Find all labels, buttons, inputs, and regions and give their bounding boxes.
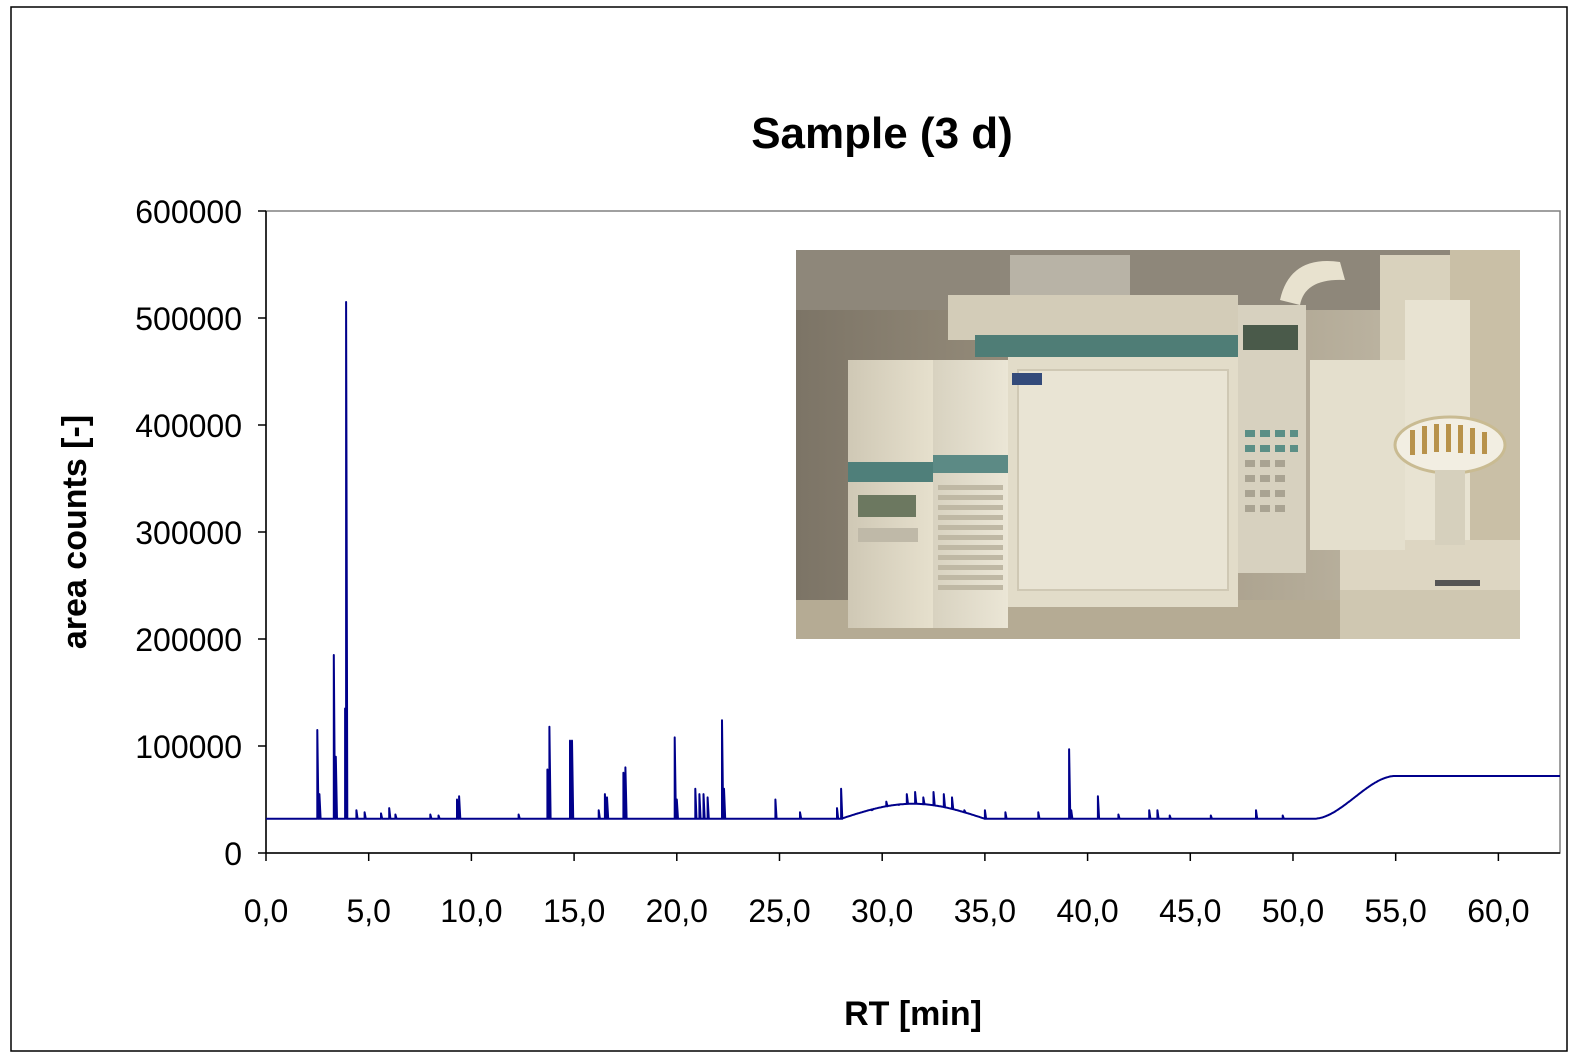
gc-ms-instrument-photo xyxy=(796,250,1520,639)
x-tick-label: 55,0 xyxy=(1365,893,1427,929)
chart-title: Sample (3 d) xyxy=(751,109,1013,158)
x-tick-label: 20,0 xyxy=(646,893,708,929)
y-tick-label: 0 xyxy=(224,836,242,872)
x-tick-label: 60,0 xyxy=(1467,893,1529,929)
x-tick-label: 15,0 xyxy=(543,893,605,929)
y-tick-label: 200000 xyxy=(135,622,242,658)
x-tick-label: 25,0 xyxy=(748,893,810,929)
y-tick-label: 300000 xyxy=(135,515,242,551)
y-tick-label: 100000 xyxy=(135,729,242,765)
x-axis-ticks xyxy=(265,853,1500,861)
y-tick-label: 500000 xyxy=(135,301,242,337)
x-tick-label: 30,0 xyxy=(851,893,913,929)
x-tick-label: 45,0 xyxy=(1159,893,1221,929)
x-tick-label: 35,0 xyxy=(954,893,1016,929)
y-tick-label: 400000 xyxy=(135,408,242,444)
y-axis-label: area counts [-] xyxy=(56,415,94,649)
y-tick-label: 600000 xyxy=(135,194,242,230)
x-tick-label: 5,0 xyxy=(346,893,390,929)
x-tick-labels: 0,0 5,0 10,0 15,0 20,0 25,0 30,0 35,0 40,0 45,0 50… xyxy=(244,893,1530,929)
y-axis-ticks xyxy=(258,210,266,854)
x-tick-label: 0,0 xyxy=(244,893,288,929)
x-tick-label: 40,0 xyxy=(1056,893,1118,929)
y-tick-labels: 0 100000 200000 300000 400000 500000 600000 xyxy=(135,194,242,872)
chromatogram-line xyxy=(266,301,1560,820)
x-axis-label: RT [min] xyxy=(844,995,982,1033)
x-tick-label: 50,0 xyxy=(1262,893,1324,929)
x-tick-label: 10,0 xyxy=(440,893,502,929)
